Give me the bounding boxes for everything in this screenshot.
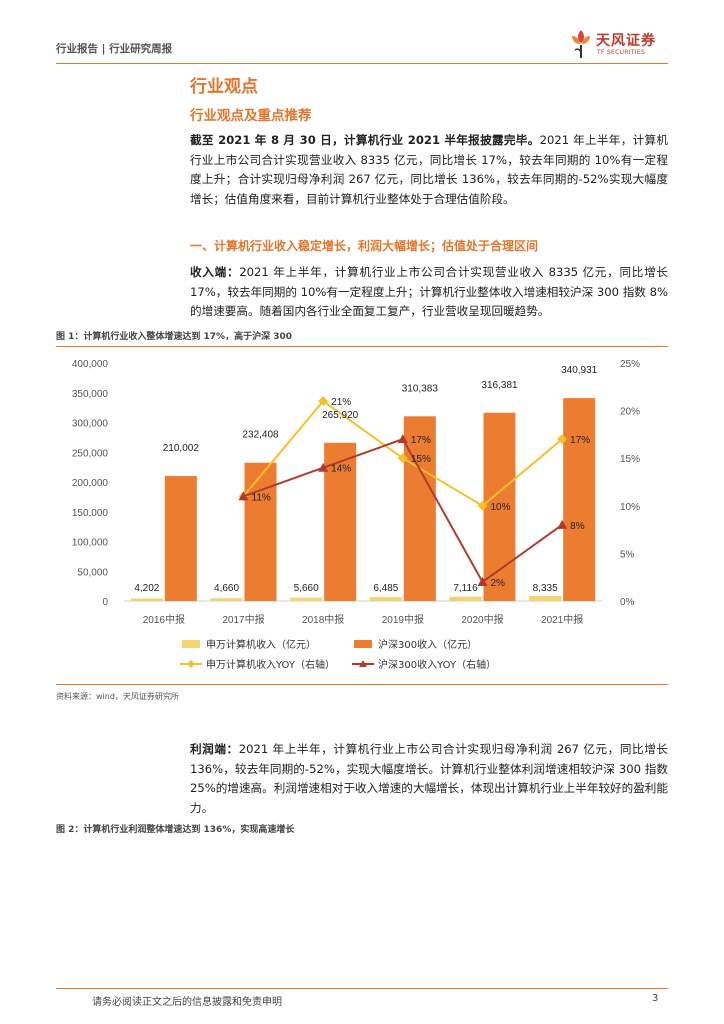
header-divider — [56, 63, 668, 64]
bar-data-label: 265,920 — [322, 410, 359, 421]
revenue-lead: 收入端： — [190, 265, 240, 279]
legend-marker — [359, 660, 367, 667]
logo-subtitle: TF SECURITIES — [597, 49, 646, 56]
bar-data-label: 316,381 — [481, 380, 518, 391]
y-left-tick-label: 100,000 — [72, 538, 109, 549]
intro-paragraph: 截至 2021 年 8 月 30 日，计算机行业 2021 半年报披露完毕。20… — [190, 131, 668, 209]
y-left-tick-label: 400,000 — [72, 359, 109, 370]
bar-data-label: 340,931 — [561, 365, 598, 376]
x-tick-label: 2019中报 — [382, 613, 424, 626]
point-marker — [477, 500, 488, 511]
bar-computer-revenue — [529, 596, 562, 601]
y-left-tick-label: 50,000 — [77, 567, 108, 578]
legend-label: 申万计算机收入（亿元） — [206, 638, 316, 651]
bar-data-label: 232,408 — [242, 430, 279, 441]
x-tick-label: 2018中报 — [302, 613, 344, 626]
legend-swatch — [354, 640, 372, 648]
intro-bold: 截至 2021 年 8 月 30 日，计算机行业 2021 半年报披露完毕。 — [190, 133, 540, 147]
y-right-tick-label: 10% — [620, 502, 640, 513]
legend-label: 申万计算机收入YOY（右轴） — [206, 658, 335, 671]
y-right-tick-label: 20% — [620, 407, 640, 418]
figure1-bottom-rule — [56, 684, 668, 685]
section-title: 行业观点 — [190, 77, 258, 97]
y-right-tick-label: 0% — [620, 597, 635, 608]
bar-hs300-revenue — [164, 476, 197, 601]
point-marker — [557, 434, 568, 445]
line-data-label: 21% — [331, 397, 351, 408]
revenue-chart: 0 50,000 100,000 150,000 200,000 250,000 300,0… — [72, 359, 640, 671]
y-left-tick-label: 150,000 — [72, 508, 109, 519]
footer-disclaimer: 请务必阅读正文之后的信息披露和免责申明 — [92, 997, 282, 1008]
point-marker — [318, 396, 329, 407]
line-data-label: 10% — [491, 502, 511, 513]
revenue-text: 2021 年上半年，计算机行业上市公司合计实现营业收入 8335 亿元，同比增长… — [190, 265, 668, 318]
bar-data-label: 310,383 — [402, 383, 439, 394]
line-data-label: 17% — [411, 435, 431, 446]
subsection-title: 一、计算机行业收入稳定增长，利润大幅增长；估值处于合理区间 — [190, 239, 539, 253]
bar-data-label: 7,116 — [453, 583, 478, 594]
point-marker — [477, 576, 488, 586]
bar-computer-revenue — [369, 597, 402, 601]
footer-divider — [56, 988, 668, 989]
x-tick-label: 2021中报 — [541, 613, 583, 626]
bar-hs300-revenue — [563, 398, 596, 601]
point-marker — [557, 519, 568, 529]
point-marker — [397, 453, 408, 464]
logo-name: 天风证券 — [596, 33, 656, 49]
bar-data-label: 5,660 — [294, 583, 319, 594]
line-data-label: 14% — [331, 464, 351, 475]
y-left-tick-label: 200,000 — [72, 478, 109, 489]
bar-computer-revenue — [130, 598, 163, 601]
section-subtitle: 行业观点及重点推荐 — [190, 108, 312, 124]
x-tick-label: 2017中报 — [222, 613, 264, 626]
bar-data-label: 4,660 — [214, 583, 239, 594]
figure1-title: 图 1：计算机行业收入整体增速达到 17%，高于沪深 300 — [56, 332, 292, 342]
profit-paragraph: 利润端：2021 年上半年，计算机行业上市公司合计实现归母净利润 267 亿元，… — [190, 740, 668, 818]
intro-text: 2021 年上半年，计算机行业上市公司合计实现营业收入 8335 亿元，同比增长… — [190, 133, 668, 206]
bar-computer-revenue — [210, 598, 243, 601]
y-right-tick-label: 5% — [620, 549, 635, 560]
bar-data-label: 6,485 — [373, 583, 398, 594]
revenue-paragraph: 收入端：2021 年上半年，计算机行业上市公司合计实现营业收入 8335 亿元，… — [190, 263, 668, 322]
bar-hs300-revenue — [244, 462, 277, 601]
figure1-source: 资料来源：wind，天风证券研究所 — [56, 692, 179, 701]
bar-hs300-revenue — [324, 442, 357, 601]
x-tick-label: 2016中报 — [143, 613, 185, 626]
bar-computer-revenue — [449, 596, 482, 601]
profit-text: 2021 年上半年，计算机行业上市公司合计实现归母净利润 267 亿元，同比增长… — [190, 742, 668, 815]
x-tick-label: 2020中报 — [461, 613, 503, 626]
line-data-label: 8% — [570, 521, 585, 532]
y-left-tick-label: 0 — [102, 597, 108, 608]
brand-logo: 天风证券 TF SECURITIES — [568, 26, 678, 62]
legend-swatch — [182, 640, 200, 648]
line-data-label: 11% — [252, 492, 271, 503]
page-number: 3 — [652, 993, 659, 1004]
report-category: 行业报告 | 行业研究周报 — [56, 43, 173, 55]
y-left-tick-label: 250,000 — [72, 448, 109, 459]
point-marker — [238, 491, 249, 501]
logo-flower-icon — [572, 30, 590, 58]
y-right-tick-label: 25% — [620, 359, 640, 370]
legend-marker — [187, 660, 195, 668]
bar-computer-revenue — [290, 597, 323, 601]
legend-label: 沪深300收入（亿元） — [378, 638, 477, 651]
point-marker — [397, 434, 408, 444]
y-left-tick-label: 300,000 — [72, 419, 109, 430]
point-marker — [318, 462, 329, 472]
profit-lead: 利润端： — [190, 742, 239, 756]
figure1-top-rule — [56, 346, 668, 347]
y-right-tick-label: 15% — [620, 454, 640, 465]
bar-hs300-revenue — [403, 416, 436, 601]
line-data-label: 15% — [411, 454, 431, 465]
figure2-title: 图 2：计算机行业利润整体增速达到 136%，实现高速增长 — [56, 825, 295, 835]
y-left-tick-label: 350,000 — [72, 389, 109, 400]
line-data-label: 2% — [491, 578, 506, 589]
line-data-label: 17% — [570, 435, 590, 446]
legend-label: 沪深300收入YOY（右轴） — [378, 658, 496, 671]
bar-data-label: 8,335 — [533, 583, 558, 594]
bar-data-label: 4,202 — [134, 583, 159, 594]
bar-data-label: 210,002 — [163, 443, 200, 454]
